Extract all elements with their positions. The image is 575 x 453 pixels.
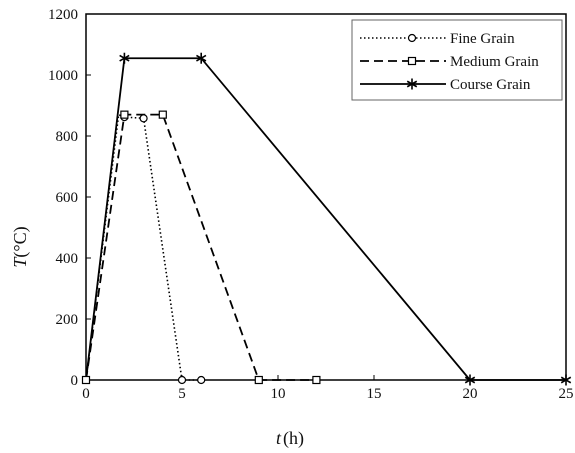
data-point-square xyxy=(312,375,321,385)
x-tick-label: 15 xyxy=(367,386,382,402)
data-point-circle xyxy=(197,375,206,385)
x-tick-label: 0 xyxy=(82,386,90,402)
series-markers xyxy=(81,52,572,386)
series-lines xyxy=(85,57,566,381)
x-tick-label: 5 xyxy=(178,386,186,402)
y-tick-label: 600 xyxy=(56,190,79,206)
y-tick-label: 1200 xyxy=(48,7,78,23)
legend: Fine Grain Medium Grain Course Grain xyxy=(351,19,563,101)
y-axis-title: T(°C) xyxy=(10,226,31,267)
x-tick-label: 10 xyxy=(271,386,286,402)
y-tick-label: 400 xyxy=(56,251,79,267)
data-point-square xyxy=(254,375,263,385)
y-tick-label: 200 xyxy=(56,312,79,328)
data-point-asterisk xyxy=(560,374,572,386)
series-line-2 xyxy=(85,113,317,381)
legend-box xyxy=(351,19,563,101)
x-tick-label: 25 xyxy=(559,386,574,402)
legend-marker-asterisk xyxy=(406,78,418,90)
svg-text:T(°C): T(°C) xyxy=(10,226,31,267)
x-tick-label: 20 xyxy=(463,386,478,402)
data-point-asterisk xyxy=(464,374,476,386)
y-tick-label: 0 xyxy=(71,373,79,389)
legend-label: Course Grain xyxy=(450,77,531,93)
legend-label: Fine Grain xyxy=(450,31,515,47)
x-axis-title: t (h) xyxy=(276,428,304,449)
data-point-square xyxy=(158,110,167,119)
legend-marker-square xyxy=(407,56,417,66)
series-line-3 xyxy=(85,57,566,381)
y-axis-unit: (°C) xyxy=(10,226,31,257)
data-point-square xyxy=(81,375,91,385)
x-axis-unit: (h) xyxy=(283,428,304,449)
data-point-circle xyxy=(177,375,187,385)
y-tick-label: 800 xyxy=(56,129,79,145)
y-tick-label: 1000 xyxy=(48,68,78,84)
series-line-1 xyxy=(85,113,202,381)
y-axis-symbol: T xyxy=(10,256,30,268)
data-point-asterisk xyxy=(119,52,130,64)
axis-ticks: 0 200 400 600 800 1000 1200 0 5 10 15 20 25 xyxy=(48,7,574,402)
legend-marker-circle xyxy=(407,33,417,43)
data-point-circle xyxy=(139,114,148,123)
x-axis-symbol: t xyxy=(276,428,282,448)
data-point-asterisk xyxy=(196,52,207,64)
data-point-square xyxy=(120,110,129,119)
legend-label: Medium Grain xyxy=(450,54,539,70)
